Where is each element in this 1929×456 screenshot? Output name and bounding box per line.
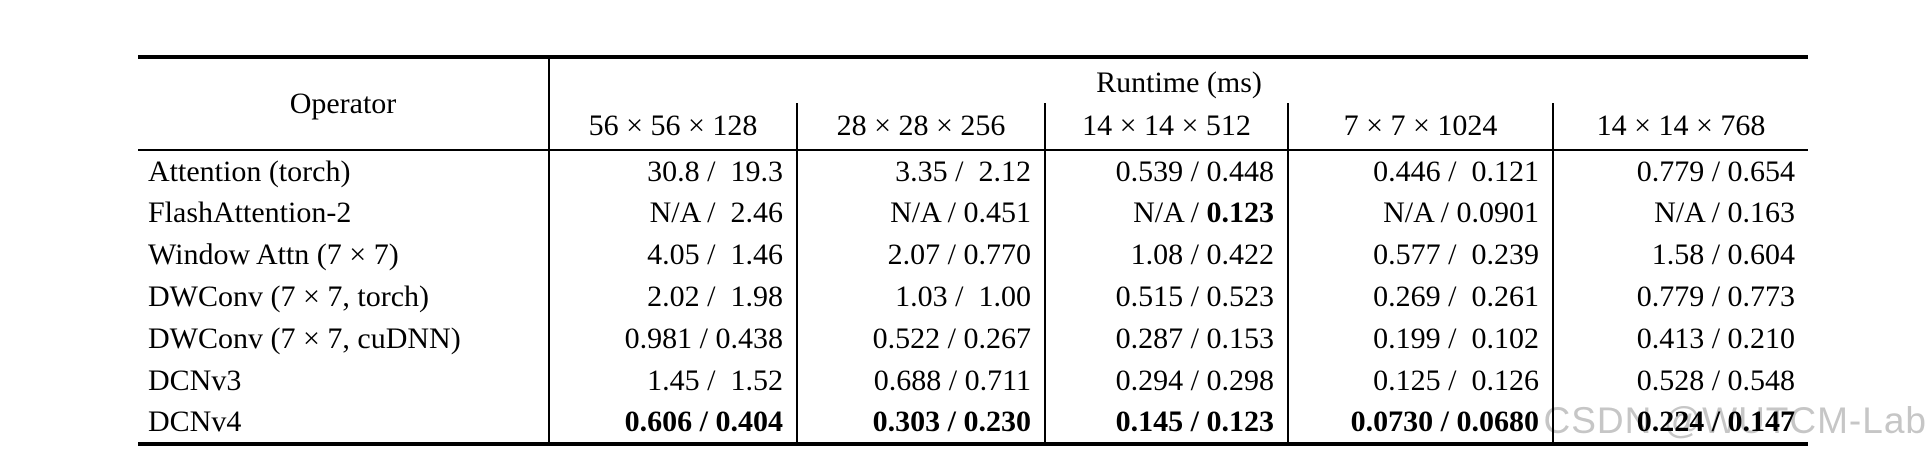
- table-row: DWConv (7 × 7, cuDNN) 0.981 / 0.438 0.522 …: [138, 318, 1809, 360]
- runtime-cell: 0.528 / 0.548: [1551, 360, 1809, 402]
- operator-column-header: Operator: [138, 57, 550, 151]
- runtime-cell: 0.539 / 0.448: [1044, 150, 1288, 192]
- runtime-cell: 0.294 / 0.298: [1044, 360, 1288, 402]
- runtime-value-bold: 0.224 / 0.147: [1636, 405, 1796, 438]
- operator-cell: Window Attn (7 × 7): [148, 238, 399, 271]
- table-row: FlashAttention-2 N/A / 2.46 N/A / 0.451 N/A…: [138, 192, 1809, 234]
- runtime-value: 0.539 / 0.448: [1115, 154, 1274, 188]
- runtime-cell: 0.125 / 0.126: [1287, 360, 1553, 402]
- runtime-cell: 0.779 / 0.773: [1551, 276, 1809, 318]
- runtime-value-bold: 0.123: [1206, 196, 1275, 229]
- table-row: DCNv4 0.606 / 0.404 0.303 / 0.230 0.145 / 0…: [138, 402, 1809, 444]
- runtime-cell: N/A / 0.163: [1551, 192, 1809, 234]
- operator-cell: DCNv4: [148, 405, 242, 438]
- runtime-value: N/A / 0.451: [890, 196, 1031, 229]
- table-header: Operator Runtime (ms) 56 × 56 × 128 28 ×…: [138, 57, 1809, 151]
- runtime-value: 1.03 / 1.00: [895, 280, 1031, 313]
- runtime-value: 2.02 / 1.98: [647, 280, 783, 313]
- runtime-value-bold: 0.0730 / 0.0680: [1350, 405, 1539, 438]
- runtime-value: 30.8 / 19.3: [647, 154, 783, 188]
- runtime-cell: N/A / 0.0901: [1287, 192, 1553, 234]
- runtime-cell: 0.446 / 0.121: [1287, 150, 1553, 192]
- runtime-cell: 0.981 / 0.438: [548, 318, 797, 360]
- runtime-value: 2.07 / 0.770: [887, 238, 1031, 271]
- column-header-28x28x256: 28 × 28 × 256: [796, 103, 1045, 151]
- header-group-row: Operator Runtime (ms): [138, 57, 1808, 151]
- runtime-cell: N/A / 0.451: [796, 192, 1045, 234]
- runtime-value: 0.577 / 0.239: [1373, 238, 1539, 271]
- runtime-value: 0.125 / 0.126: [1373, 364, 1539, 397]
- operator-cell: DWConv (7 × 7, cuDNN): [148, 322, 461, 355]
- operator-cell: FlashAttention-2: [148, 196, 352, 229]
- operator-cell: DCNv3: [148, 364, 242, 397]
- table-row: DWConv (7 × 7, torch) 2.02 / 1.98 1.03 / 1…: [138, 276, 1809, 318]
- runtime-value: 0.981 / 0.438: [624, 322, 783, 355]
- runtime-value: 0.199 / 0.102: [1373, 322, 1539, 355]
- runtime-value: 0.528 / 0.548: [1636, 364, 1796, 397]
- runtime-cell: 4.05 / 1.46: [548, 234, 797, 276]
- runtime-cell: 0.413 / 0.210: [1551, 318, 1809, 360]
- column-header-7x7x1024: 7 × 7 × 1024: [1287, 103, 1553, 151]
- runtime-value-bold: 0.303 / 0.230: [872, 405, 1031, 438]
- runtime-value: N/A / 0.0901: [1383, 196, 1539, 229]
- runtime-cell: 2.07 / 0.770: [796, 234, 1045, 276]
- runtime-cell: 0.515 / 0.523: [1044, 276, 1288, 318]
- runtime-cell: N/A / 2.46: [548, 192, 797, 234]
- runtime-value: 1.08 / 0.422: [1130, 238, 1274, 271]
- runtime-value: 0.446 / 0.121: [1373, 154, 1539, 188]
- runtime-cell: 1.45 / 1.52: [548, 360, 797, 402]
- runtime-group-header: Runtime (ms): [1096, 66, 1262, 99]
- runtime-value: N/A /: [1133, 196, 1207, 229]
- runtime-cell: 1.08 / 0.422: [1044, 234, 1288, 276]
- runtime-cell: 0.522 / 0.267: [796, 318, 1045, 360]
- runtime-value: 0.779 / 0.654: [1636, 154, 1796, 188]
- runtime-cell: 1.03 / 1.00: [796, 276, 1045, 318]
- runtime-value: 0.413 / 0.210: [1636, 322, 1796, 355]
- runtime-cell: 3.35 / 2.12: [796, 150, 1045, 192]
- runtime-cell: 0.606 / 0.404: [548, 402, 797, 444]
- runtime-value: 1.45 / 1.52: [647, 364, 783, 397]
- runtime-value: N/A / 0.163: [1654, 196, 1796, 229]
- runtime-value: 0.522 / 0.267: [872, 322, 1031, 355]
- runtime-cell: 2.02 / 1.98: [548, 276, 797, 318]
- runtime-cell: 0.688 / 0.711: [796, 360, 1045, 402]
- runtime-value: 4.05 / 1.46: [647, 238, 783, 271]
- runtime-value: 3.35 / 2.12: [895, 154, 1031, 188]
- table-row: Attention (torch) 30.8 / 19.3 3.35 / 2.12 0…: [138, 150, 1809, 192]
- runtime-value: 0.688 / 0.711: [873, 364, 1031, 397]
- operator-cell: Attention (torch): [148, 154, 351, 188]
- runtime-cell: 0.577 / 0.239: [1287, 234, 1553, 276]
- runtime-cell: 0.145 / 0.123: [1044, 402, 1288, 444]
- runtime-cell: 0.0730 / 0.0680: [1287, 402, 1553, 444]
- runtime-cell: 0.199 / 0.102: [1287, 318, 1553, 360]
- runtime-cell: 0.269 / 0.261: [1287, 276, 1553, 318]
- table-row: Window Attn (7 × 7) 4.05 / 1.46 2.07 / 0.7…: [138, 234, 1809, 276]
- operator-cell: DWConv (7 × 7, torch): [148, 280, 430, 313]
- table-body: Attention (torch) 30.8 / 19.3 3.35 / 2.12 0…: [138, 150, 1809, 444]
- runtime-value: N/A / 2.46: [649, 196, 783, 229]
- column-header-14x14x768: 14 × 14 × 768: [1551, 103, 1809, 151]
- runtime-value: 0.269 / 0.261: [1373, 280, 1539, 313]
- runtime-value-bold: 0.606 / 0.404: [624, 405, 783, 438]
- runtime-cell: 0.287 / 0.153: [1044, 318, 1288, 360]
- runtime-cell: N/A / 0.123: [1044, 192, 1288, 234]
- runtime-cell: 30.8 / 19.3: [548, 150, 797, 192]
- runtime-value-bold: 0.145 / 0.123: [1115, 405, 1274, 438]
- runtime-cell: 0.303 / 0.230: [796, 402, 1045, 444]
- column-header-56x56x128: 56 × 56 × 128: [548, 103, 797, 151]
- runtime-value: 1.58 / 0.604: [1651, 238, 1796, 271]
- runtime-comparison-table: Operator Runtime (ms) 56 × 56 × 128 28 ×…: [138, 55, 1809, 446]
- runtime-cell: 0.224 / 0.147: [1551, 402, 1809, 444]
- header-dims-row: 56 × 56 × 128 28 × 28 × 256 14 × 14 × 51…: [138, 103, 1809, 151]
- runtime-value: 0.779 / 0.773: [1636, 280, 1796, 313]
- runtime-value: 0.287 / 0.153: [1115, 322, 1274, 355]
- runtime-value: 0.294 / 0.298: [1115, 364, 1274, 397]
- table-row: DCNv3 1.45 / 1.52 0.688 / 0.711 0.294 / 0.2…: [138, 360, 1809, 402]
- runtime-cell: 0.779 / 0.654: [1551, 150, 1809, 192]
- runtime-cell: 1.58 / 0.604: [1551, 234, 1809, 276]
- runtime-value: 0.515 / 0.523: [1115, 280, 1274, 313]
- column-header-14x14x512: 14 × 14 × 512: [1044, 103, 1288, 151]
